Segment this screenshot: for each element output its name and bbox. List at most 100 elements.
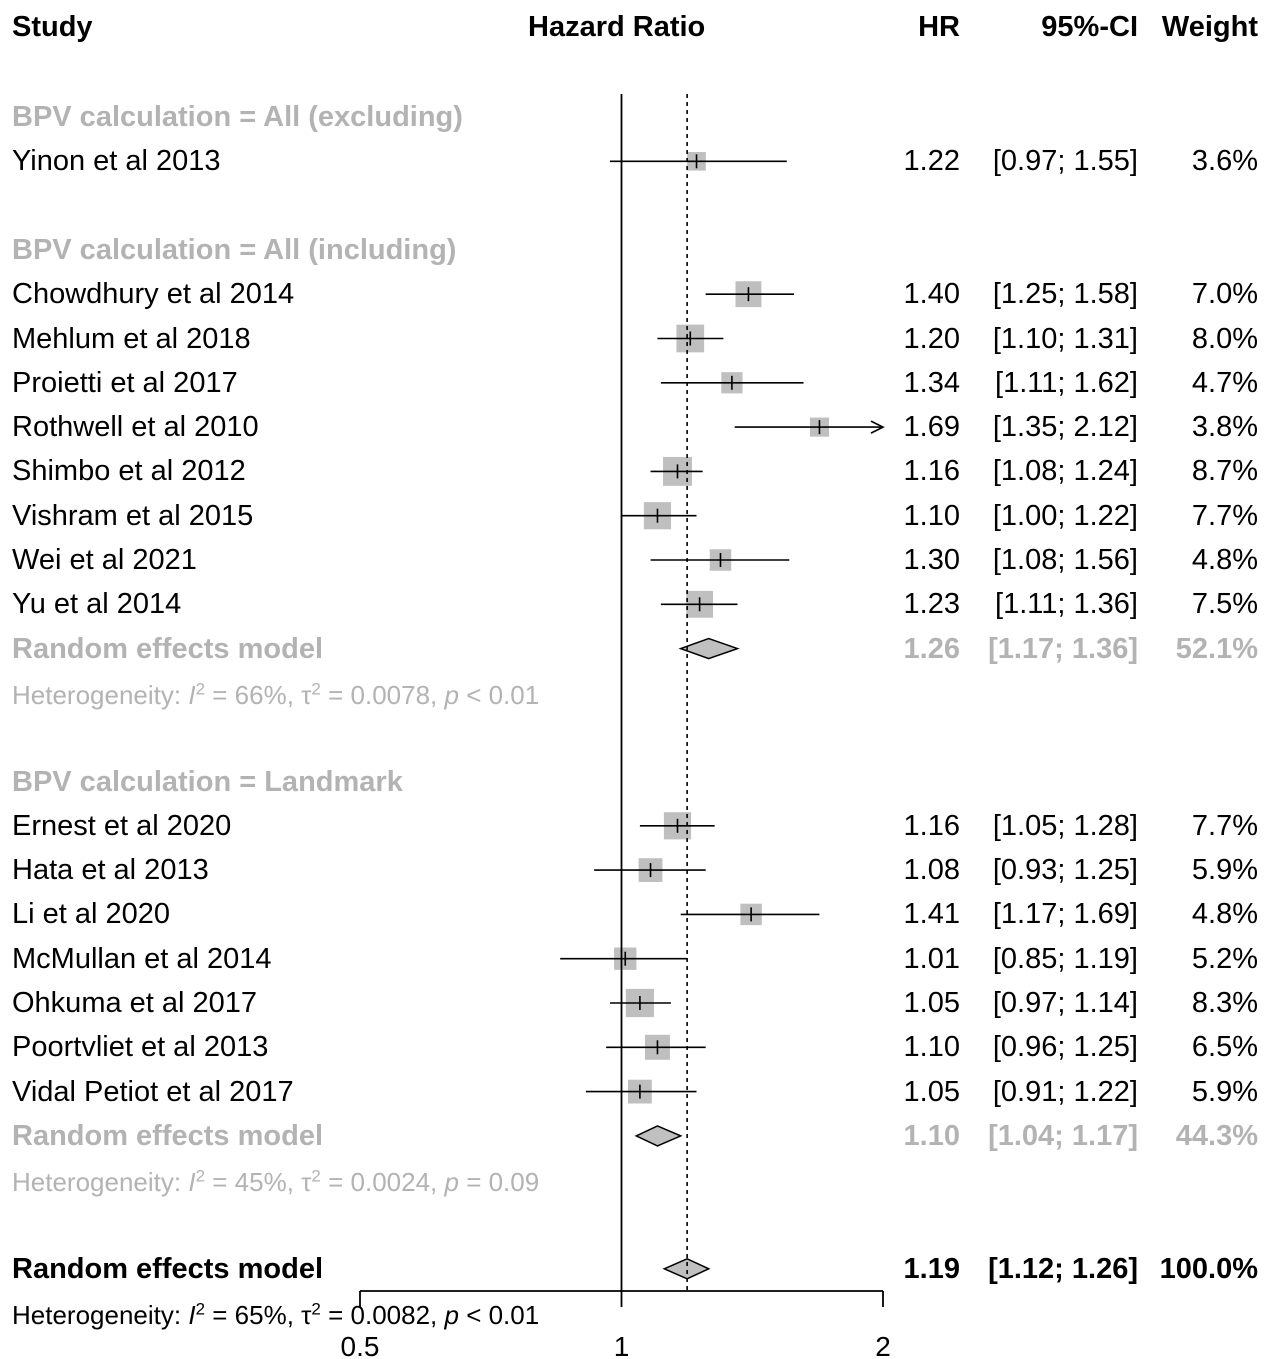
weight-value: 8.3% xyxy=(1191,987,1258,1019)
het-prefix: Heterogeneity: xyxy=(12,679,189,710)
study-label: Vidal Petiot et al 2017 xyxy=(12,1075,294,1108)
header-study: Study xyxy=(12,11,93,43)
subgroup-label: BPV calculation = Landmark xyxy=(12,765,403,798)
weight-value: 7.0% xyxy=(1191,278,1258,311)
ci-value: [1.08; 1.24] xyxy=(992,455,1138,488)
ci-value: [1.04; 1.17] xyxy=(988,1119,1138,1152)
hr-value: 1.10 xyxy=(903,1119,960,1152)
weight-value: 7.7% xyxy=(1191,809,1258,842)
het-i2: I xyxy=(188,1300,196,1331)
study-label: Ohkuma et al 2017 xyxy=(12,987,258,1019)
ci-value: [1.35; 2.12] xyxy=(992,411,1138,444)
study-label: Vishram et al 2015 xyxy=(12,499,254,532)
weight-value: 4.7% xyxy=(1191,366,1258,399)
ci-value: [1.17; 1.69] xyxy=(992,898,1138,931)
hr-value: 1.23 xyxy=(903,588,960,621)
weight-value: 4.8% xyxy=(1191,544,1258,576)
ci-value: [0.91; 1.22] xyxy=(992,1075,1138,1108)
het-mid2: = 0.0078, xyxy=(320,679,445,710)
ci-value: [1.08; 1.56] xyxy=(992,544,1138,576)
het-sup: 2 xyxy=(195,679,206,699)
het-p: p xyxy=(444,1300,459,1331)
weight-value: 8.0% xyxy=(1191,322,1258,355)
het-prefix: Heterogeneity: xyxy=(12,1167,189,1198)
study-label: Wei et al 2021 xyxy=(12,544,197,576)
hr-value: 1.10 xyxy=(903,1031,960,1064)
ci-value: [0.85; 1.19] xyxy=(992,942,1138,975)
heterogeneity-text: Heterogeneity: I2 = 45%, τ2 = 0.0024, p … xyxy=(12,1165,539,1199)
hr-value: 1.19 xyxy=(903,1252,960,1285)
ci-value: [1.00; 1.22] xyxy=(992,499,1138,532)
ci-value: [0.97; 1.55] xyxy=(992,145,1138,178)
het-post: < 0.01 xyxy=(458,1300,540,1331)
header-ci: 95%-CI xyxy=(1041,11,1138,43)
het-mid: = 45%, τ xyxy=(205,1167,312,1198)
het-prefix: Heterogeneity: xyxy=(12,1300,189,1331)
het-mid: = 65%, τ xyxy=(205,1300,312,1331)
study-label: McMullan et al 2014 xyxy=(12,942,272,975)
overall-model-label: Random effects model xyxy=(12,1252,323,1285)
subgroup-model-label: Random effects model xyxy=(12,632,323,665)
weight-value: 100.0% xyxy=(1159,1252,1258,1285)
study-label: Rothwell et al 2010 xyxy=(12,411,259,444)
ci-value: [0.97; 1.14] xyxy=(992,987,1138,1019)
study-label: Ernest et al 2020 xyxy=(12,809,232,842)
header-hazard-ratio: Hazard Ratio xyxy=(528,11,706,43)
ci-arrow xyxy=(870,420,885,434)
het-sup2: 2 xyxy=(311,679,321,699)
overall-diamond xyxy=(662,1257,711,1280)
hr-value: 1.22 xyxy=(903,145,960,178)
weight-value: 44.3% xyxy=(1175,1119,1258,1152)
weight-value: 52.1% xyxy=(1175,632,1258,665)
hr-value: 1.16 xyxy=(903,809,960,842)
x-tick-label: 0.5 xyxy=(341,1331,380,1359)
hr-value: 1.69 xyxy=(903,411,960,444)
study-label: Proietti et al 2017 xyxy=(12,366,238,399)
ci-value: [0.93; 1.25] xyxy=(992,854,1138,887)
study-label: Li et al 2020 xyxy=(12,898,171,931)
het-post: < 0.01 xyxy=(458,679,540,710)
hr-value: 1.05 xyxy=(903,1075,960,1108)
hr-value: 1.01 xyxy=(903,942,960,975)
het-mid2: = 0.0082, xyxy=(320,1300,445,1331)
ci-value: [1.12; 1.26] xyxy=(988,1252,1138,1285)
het-sup: 2 xyxy=(195,1166,206,1186)
het-mid: = 66%, τ xyxy=(205,679,312,710)
subgroup-model-label: Random effects model xyxy=(12,1119,323,1152)
het-sup2: 2 xyxy=(311,1166,321,1186)
weight-value: 5.2% xyxy=(1191,942,1258,975)
hr-value: 1.08 xyxy=(903,854,960,887)
subgroup-label: BPV calculation = All (excluding) xyxy=(12,101,463,133)
weight-value: 6.5% xyxy=(1191,1031,1258,1064)
weight-value: 3.8% xyxy=(1191,411,1258,444)
ci-value: [1.25; 1.58] xyxy=(992,278,1138,311)
hr-value: 1.05 xyxy=(903,987,960,1019)
heterogeneity-text: Heterogeneity: I2 = 65%, τ2 = 0.0082, p … xyxy=(12,1298,539,1332)
ci-value: [1.10; 1.31] xyxy=(992,322,1138,355)
hr-value: 1.41 xyxy=(903,898,960,931)
ci-value: [0.96; 1.25] xyxy=(992,1031,1138,1064)
weight-value: 8.7% xyxy=(1191,455,1258,488)
het-i2: I xyxy=(188,679,196,710)
het-p: p xyxy=(444,1167,459,1198)
study-label: Yinon et al 2013 xyxy=(12,145,221,178)
subgroup-label: BPV calculation = All (including) xyxy=(12,233,457,266)
ci-value: [1.05; 1.28] xyxy=(992,809,1138,842)
study-label: Poortvliet et al 2013 xyxy=(12,1031,269,1064)
het-i2: I xyxy=(188,1167,196,1198)
weight-value: 7.7% xyxy=(1191,499,1258,532)
het-sup: 2 xyxy=(195,1299,206,1319)
weight-value: 4.8% xyxy=(1191,898,1258,931)
hr-value: 1.20 xyxy=(903,322,960,355)
weight-value: 5.9% xyxy=(1191,854,1258,887)
subgroup-diamond xyxy=(678,637,740,660)
study-label: Hata et al 2013 xyxy=(12,854,209,887)
het-mid2: = 0.0024, xyxy=(320,1167,445,1198)
header-weight: Weight xyxy=(1161,11,1258,43)
ci-value: [1.11; 1.62] xyxy=(995,366,1138,399)
ci-value: [1.11; 1.36] xyxy=(995,588,1138,621)
hr-value: 1.26 xyxy=(903,632,960,665)
study-label: Chowdhury et al 2014 xyxy=(12,278,295,311)
header-hr: HR xyxy=(918,11,960,43)
